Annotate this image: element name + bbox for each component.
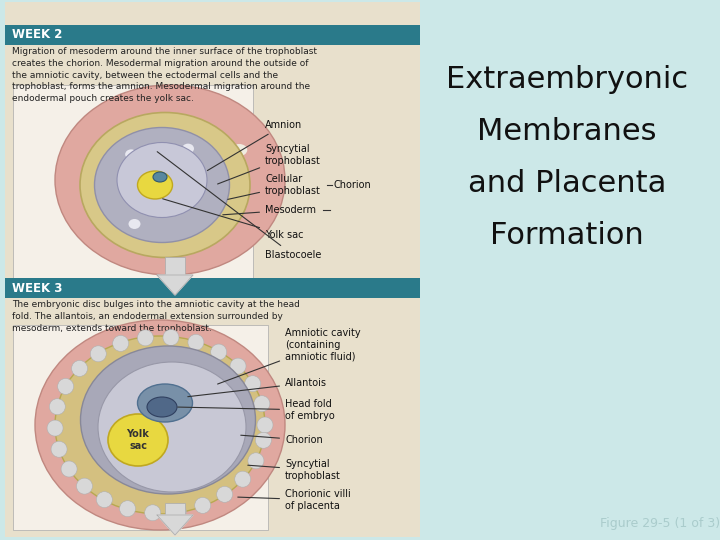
Bar [165,503,185,515]
Text: WEEK 3: WEEK 3 [12,281,63,294]
Circle shape [47,420,63,436]
Ellipse shape [182,144,194,153]
Ellipse shape [84,198,96,207]
Text: Migration of mesoderm around the inner surface of the trophoblast
creates the ch: Migration of mesoderm around the inner s… [12,47,317,103]
Bar [165,257,185,275]
Text: Membranes: Membranes [477,118,657,146]
Text: Yolk
sac: Yolk sac [127,429,150,451]
Polygon shape [157,515,193,535]
Text: Amnion: Amnion [207,120,302,171]
Circle shape [256,433,271,448]
Ellipse shape [81,346,256,494]
Ellipse shape [55,336,265,514]
Ellipse shape [153,172,167,182]
Text: Figure 29-5 (1 of 3): Figure 29-5 (1 of 3) [600,517,720,530]
Circle shape [138,330,153,346]
Circle shape [194,497,211,514]
Ellipse shape [80,112,250,258]
Text: Blastocoele: Blastocoele [157,152,321,260]
Text: Mesoderm: Mesoderm [222,205,316,215]
Circle shape [51,441,67,457]
Text: Chorionic villi
of placenta: Chorionic villi of placenta [238,489,351,511]
Ellipse shape [128,219,140,229]
Ellipse shape [98,362,246,492]
Circle shape [235,471,251,487]
Ellipse shape [125,150,137,159]
Circle shape [71,360,88,376]
Ellipse shape [94,127,230,242]
Bar [5,278,420,298]
Ellipse shape [138,171,173,199]
Text: and Placenta: and Placenta [468,170,666,199]
Circle shape [248,453,264,469]
Circle shape [245,376,261,392]
Ellipse shape [108,414,168,466]
Text: Yolk sac: Yolk sac [163,199,304,240]
Circle shape [90,346,107,362]
Circle shape [49,399,66,415]
Text: The embryonic disc bulges into the amniotic cavity at the head
fold. The allanto: The embryonic disc bulges into the amnio… [12,300,300,333]
Circle shape [145,505,161,521]
Circle shape [58,379,73,394]
Circle shape [76,478,92,494]
Circle shape [211,344,227,360]
Bar [13,325,268,530]
Text: Formation: Formation [490,221,644,251]
Circle shape [217,487,233,502]
Text: Amniotic cavity
(containing
amniotic fluid): Amniotic cavity (containing amniotic flu… [217,328,361,384]
Bar [13,85,253,285]
Circle shape [163,329,179,346]
Text: Syncytial
trophoblast: Syncytial trophoblast [248,459,341,481]
Ellipse shape [231,144,247,156]
Text: Cellular
trophoblast: Cellular trophoblast [228,174,321,199]
Bar [5,25,420,45]
Text: Chorion: Chorion [333,180,371,190]
Text: WEEK 2: WEEK 2 [12,29,63,42]
Circle shape [61,461,77,477]
Text: Head fold
of embryo: Head fold of embryo [178,399,335,421]
Circle shape [112,335,129,352]
Ellipse shape [98,147,112,158]
Ellipse shape [55,85,285,275]
Text: Chorion: Chorion [240,435,323,445]
Text: Extraembryonic: Extraembryonic [446,65,688,94]
Circle shape [120,501,135,517]
Ellipse shape [222,212,238,223]
Ellipse shape [35,320,285,530]
Ellipse shape [117,143,207,218]
Ellipse shape [138,384,192,422]
Circle shape [170,504,186,519]
Circle shape [254,396,270,411]
Text: Allantois: Allantois [188,378,327,397]
Circle shape [188,334,204,350]
Circle shape [257,417,273,433]
Ellipse shape [147,397,177,417]
Circle shape [230,358,246,374]
Polygon shape [157,275,193,295]
Bar [5,2,420,537]
Text: Syncytial
trophoblast: Syncytial trophoblast [217,144,321,184]
Circle shape [96,491,112,508]
